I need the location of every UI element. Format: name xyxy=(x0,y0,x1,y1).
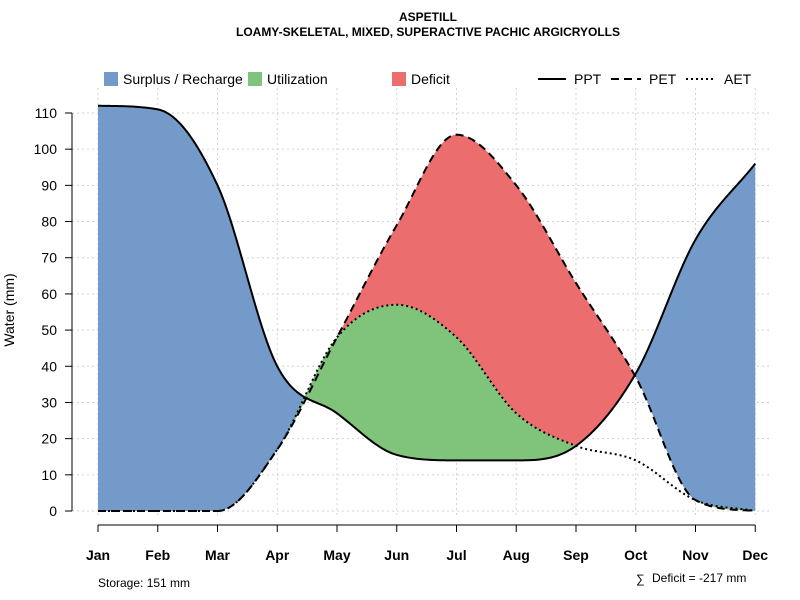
y-tick-label: 80 xyxy=(41,214,57,230)
y-tick-label: 90 xyxy=(41,177,57,193)
y-tick-label: 110 xyxy=(35,105,58,121)
x-tick-label: Nov xyxy=(682,547,709,563)
y-axis-label: Water (mm) xyxy=(1,273,17,346)
area-surplus xyxy=(98,105,756,511)
legend-label-pet: PET xyxy=(649,71,677,87)
storage-annotation: Storage: 151 mm xyxy=(98,576,190,590)
x-tick-label: Mar xyxy=(205,547,230,563)
y-tick-label: 70 xyxy=(41,250,57,266)
y-tick-label: 40 xyxy=(41,358,57,374)
series-line-ppt xyxy=(97,104,757,462)
legend-swatch-deficit xyxy=(392,72,406,86)
x-tick-label: Feb xyxy=(145,547,170,563)
x-tick-label: Apr xyxy=(265,547,290,563)
legend-label-ppt: PPT xyxy=(574,71,602,87)
y-tick-label: 60 xyxy=(41,286,57,302)
area-fills xyxy=(98,105,756,511)
legend-label-aet: AET xyxy=(724,71,752,87)
x-tick-label: Dec xyxy=(742,547,768,563)
legend-swatch-surplus xyxy=(104,72,118,86)
y-tick-label: 0 xyxy=(49,503,57,519)
legend-label-deficit: Deficit xyxy=(411,71,450,87)
area-utilization xyxy=(98,304,756,511)
area-deficit xyxy=(98,134,756,511)
x-tick-label: Jan xyxy=(86,547,110,563)
legend-label-utilization: Utilization xyxy=(267,71,328,87)
x-tick-label: Jul xyxy=(446,547,466,563)
legend-swatch-utilization xyxy=(248,72,262,86)
x-tick-label: Aug xyxy=(503,547,530,563)
series-lines xyxy=(97,104,757,512)
deficit-annotation: Deficit = -217 mm xyxy=(652,571,746,585)
chart-subtitle: LOAMY-SKELETAL, MIXED, SUPERACTIVE PACHI… xyxy=(236,25,620,39)
legend: Surplus / Recharge Utilization Deficit P… xyxy=(104,71,752,87)
chart-title: ASPETILL xyxy=(399,10,457,24)
series-line-pet xyxy=(98,133,756,512)
x-tick-label: Oct xyxy=(624,547,648,563)
y-tick-label: 100 xyxy=(34,141,58,157)
legend-label-surplus: Surplus / Recharge xyxy=(123,71,243,87)
x-tick-label: Jun xyxy=(384,547,409,563)
x-tick-label: May xyxy=(323,547,350,563)
y-tick-label: 20 xyxy=(41,431,57,447)
x-tick-label: Sep xyxy=(563,547,589,563)
axes: 0 10 20 30 40 50 60 70 80 90 100 110 Jan Feb Mar Apr May… xyxy=(34,105,769,563)
sum-symbol-icon: ∑ xyxy=(636,572,645,586)
y-tick-label: 30 xyxy=(41,394,57,410)
y-tick-label: 10 xyxy=(41,467,57,483)
y-tick-label: 50 xyxy=(41,322,57,338)
